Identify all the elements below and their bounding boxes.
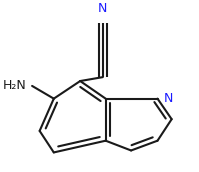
Text: N: N [98,3,107,15]
Text: H₂N: H₂N [3,79,26,92]
Text: N: N [164,92,174,105]
